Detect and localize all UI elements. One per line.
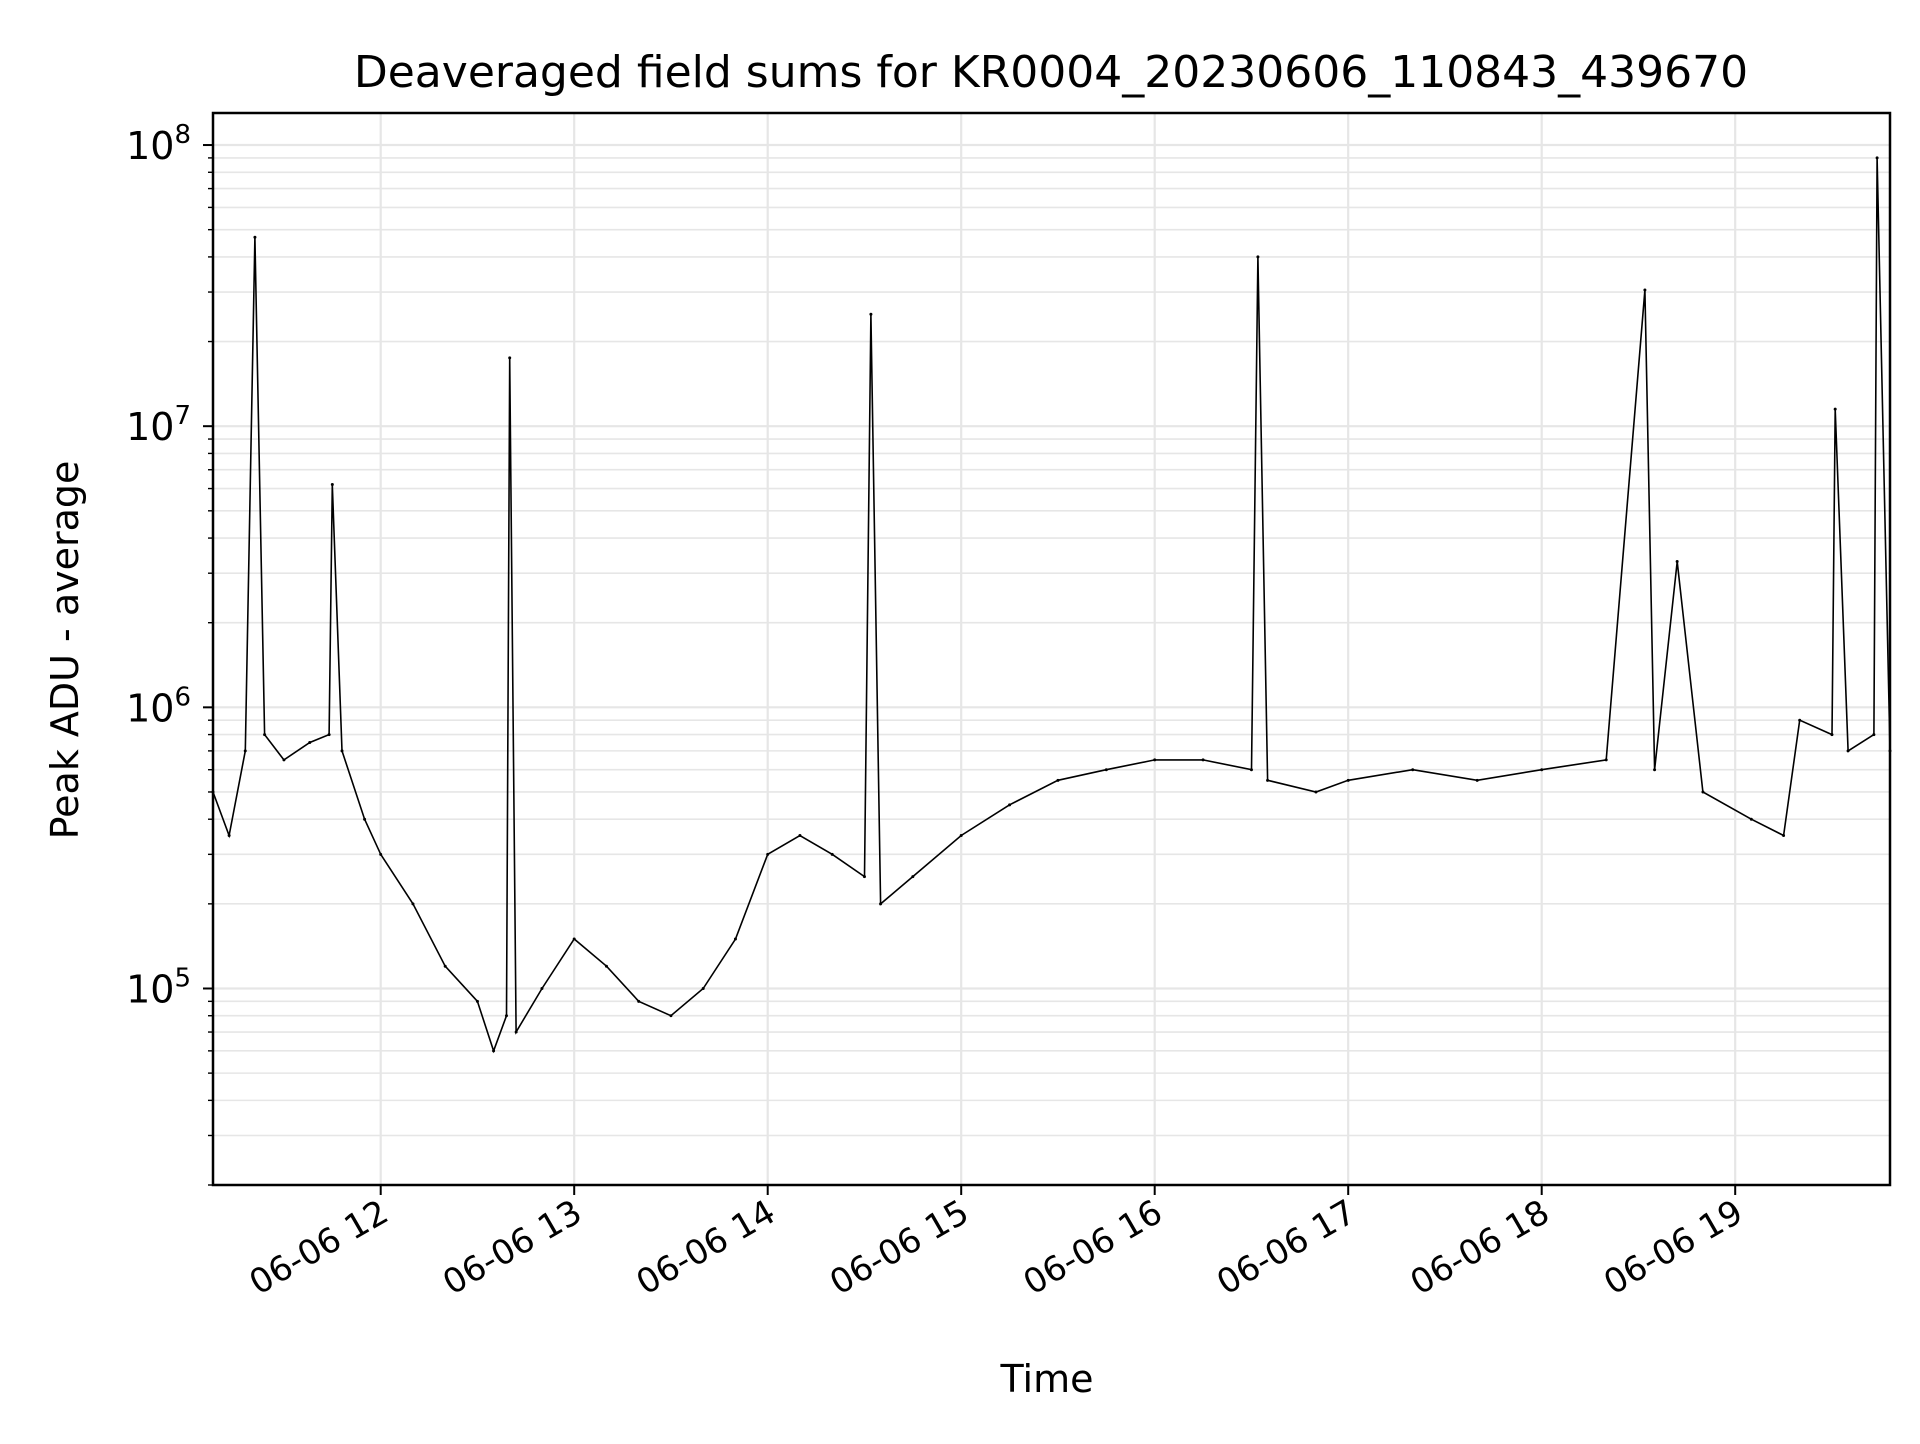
y-tick-label: 106	[126, 682, 191, 730]
data-point	[1701, 790, 1705, 794]
data-point	[504, 1014, 508, 1018]
data-point	[1782, 834, 1786, 838]
data-point	[637, 999, 641, 1003]
data-point	[733, 937, 737, 941]
data-point	[1411, 768, 1415, 772]
data-point	[830, 852, 834, 856]
data-point	[798, 834, 802, 838]
chart-title: Deaveraged field sums for KR0004_2023060…	[354, 47, 1748, 98]
data-point	[263, 733, 267, 737]
data-point	[1314, 790, 1318, 794]
data-point	[475, 999, 479, 1003]
data-point	[363, 817, 367, 821]
data-point	[766, 852, 770, 856]
data-point	[492, 1049, 496, 1053]
data-point	[1846, 749, 1850, 753]
data-point	[1604, 758, 1608, 762]
data-point	[1266, 778, 1270, 782]
data-point	[1346, 778, 1350, 782]
data-point	[1104, 768, 1108, 772]
data-point	[1153, 758, 1157, 762]
data-point	[1475, 778, 1479, 782]
data-point	[330, 483, 334, 487]
y-axis-label: Peak ADU - average	[43, 461, 87, 840]
data-point	[379, 852, 383, 856]
data-point	[1540, 768, 1544, 772]
data-point	[514, 1030, 518, 1034]
data-point	[227, 834, 231, 838]
data-point	[879, 902, 883, 906]
data-point	[253, 235, 257, 239]
data-point	[1833, 407, 1837, 411]
data-point	[1249, 768, 1253, 772]
data-point	[1872, 733, 1876, 737]
data-point	[604, 964, 608, 968]
y-tick-label: 108	[126, 120, 191, 168]
data-point	[669, 1014, 673, 1018]
grid-layer	[213, 113, 1890, 1186]
data-point	[443, 964, 447, 968]
y-tick-label: 105	[126, 963, 191, 1011]
data-point	[1653, 768, 1657, 772]
data-point	[243, 749, 247, 753]
data-point	[282, 758, 286, 762]
data-point	[508, 356, 512, 360]
data-point	[1201, 758, 1205, 762]
data-point	[340, 749, 344, 753]
data-point	[1056, 778, 1060, 782]
data-point	[1008, 803, 1012, 807]
data-point	[1875, 156, 1879, 160]
data-point	[1798, 718, 1802, 722]
data-point	[1675, 560, 1679, 564]
data-point	[701, 986, 705, 990]
data-point	[862, 875, 866, 879]
data-point	[869, 312, 873, 316]
data-point	[572, 937, 576, 941]
y-tick-label: 107	[126, 401, 191, 449]
data-point	[411, 902, 415, 906]
data-point	[911, 875, 915, 879]
x-axis-label: Time	[1000, 1357, 1094, 1401]
data-point	[1256, 255, 1260, 259]
data-point	[327, 733, 331, 737]
plot-frame	[211, 111, 1892, 1187]
data-point	[1830, 733, 1834, 737]
data-point	[540, 986, 544, 990]
data-point	[1749, 817, 1753, 821]
data-point	[959, 834, 963, 838]
data-point	[308, 740, 312, 744]
data-point	[1643, 288, 1647, 292]
